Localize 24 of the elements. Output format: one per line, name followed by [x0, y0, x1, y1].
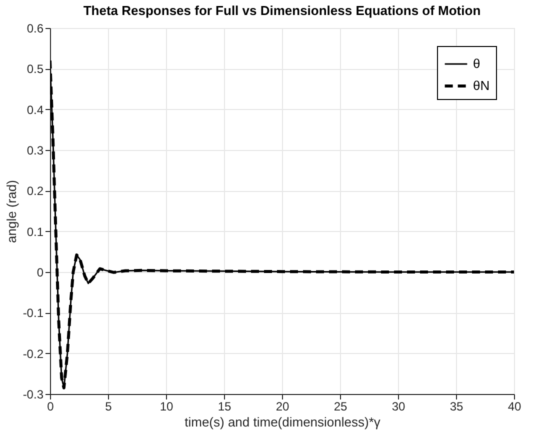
x-tick-label: 5 — [105, 400, 112, 414]
x-tick-label: 25 — [334, 400, 348, 414]
x-tick-label: 35 — [450, 400, 464, 414]
y-tick-label: 0.4 — [26, 102, 44, 117]
y-tick-label: -0.2 — [22, 346, 44, 361]
y-tick-label: 0.2 — [26, 184, 44, 198]
x-tick-label: 10 — [160, 400, 174, 414]
x-tick-label: 40 — [508, 400, 522, 414]
x-tick-label: 0 — [47, 400, 54, 414]
y-axis-title: angle (rad) — [4, 180, 19, 243]
x-tick-label: 15 — [218, 400, 232, 414]
y-tick-label: -0.3 — [22, 388, 44, 402]
chart-title: Theta Responses for Full vs Dimensionless Equations of Motion — [83, 3, 481, 18]
legend-label: θN — [473, 78, 490, 93]
x-tick-label: 30 — [392, 400, 406, 414]
x-tick-label: 20 — [276, 400, 290, 414]
y-tick-label: 0.6 — [26, 22, 44, 36]
y-tick-label: 0.3 — [26, 144, 44, 158]
y-tick-label: -0.1 — [22, 306, 44, 320]
y-tick-label: 0.1 — [26, 224, 44, 239]
y-tick-label: 0 — [36, 266, 44, 280]
legend-label: θ — [473, 56, 480, 71]
x-axis-title: time(s) and time(dimensionless)*γ — [184, 414, 381, 430]
y-tick-label: 0.5 — [26, 62, 44, 76]
